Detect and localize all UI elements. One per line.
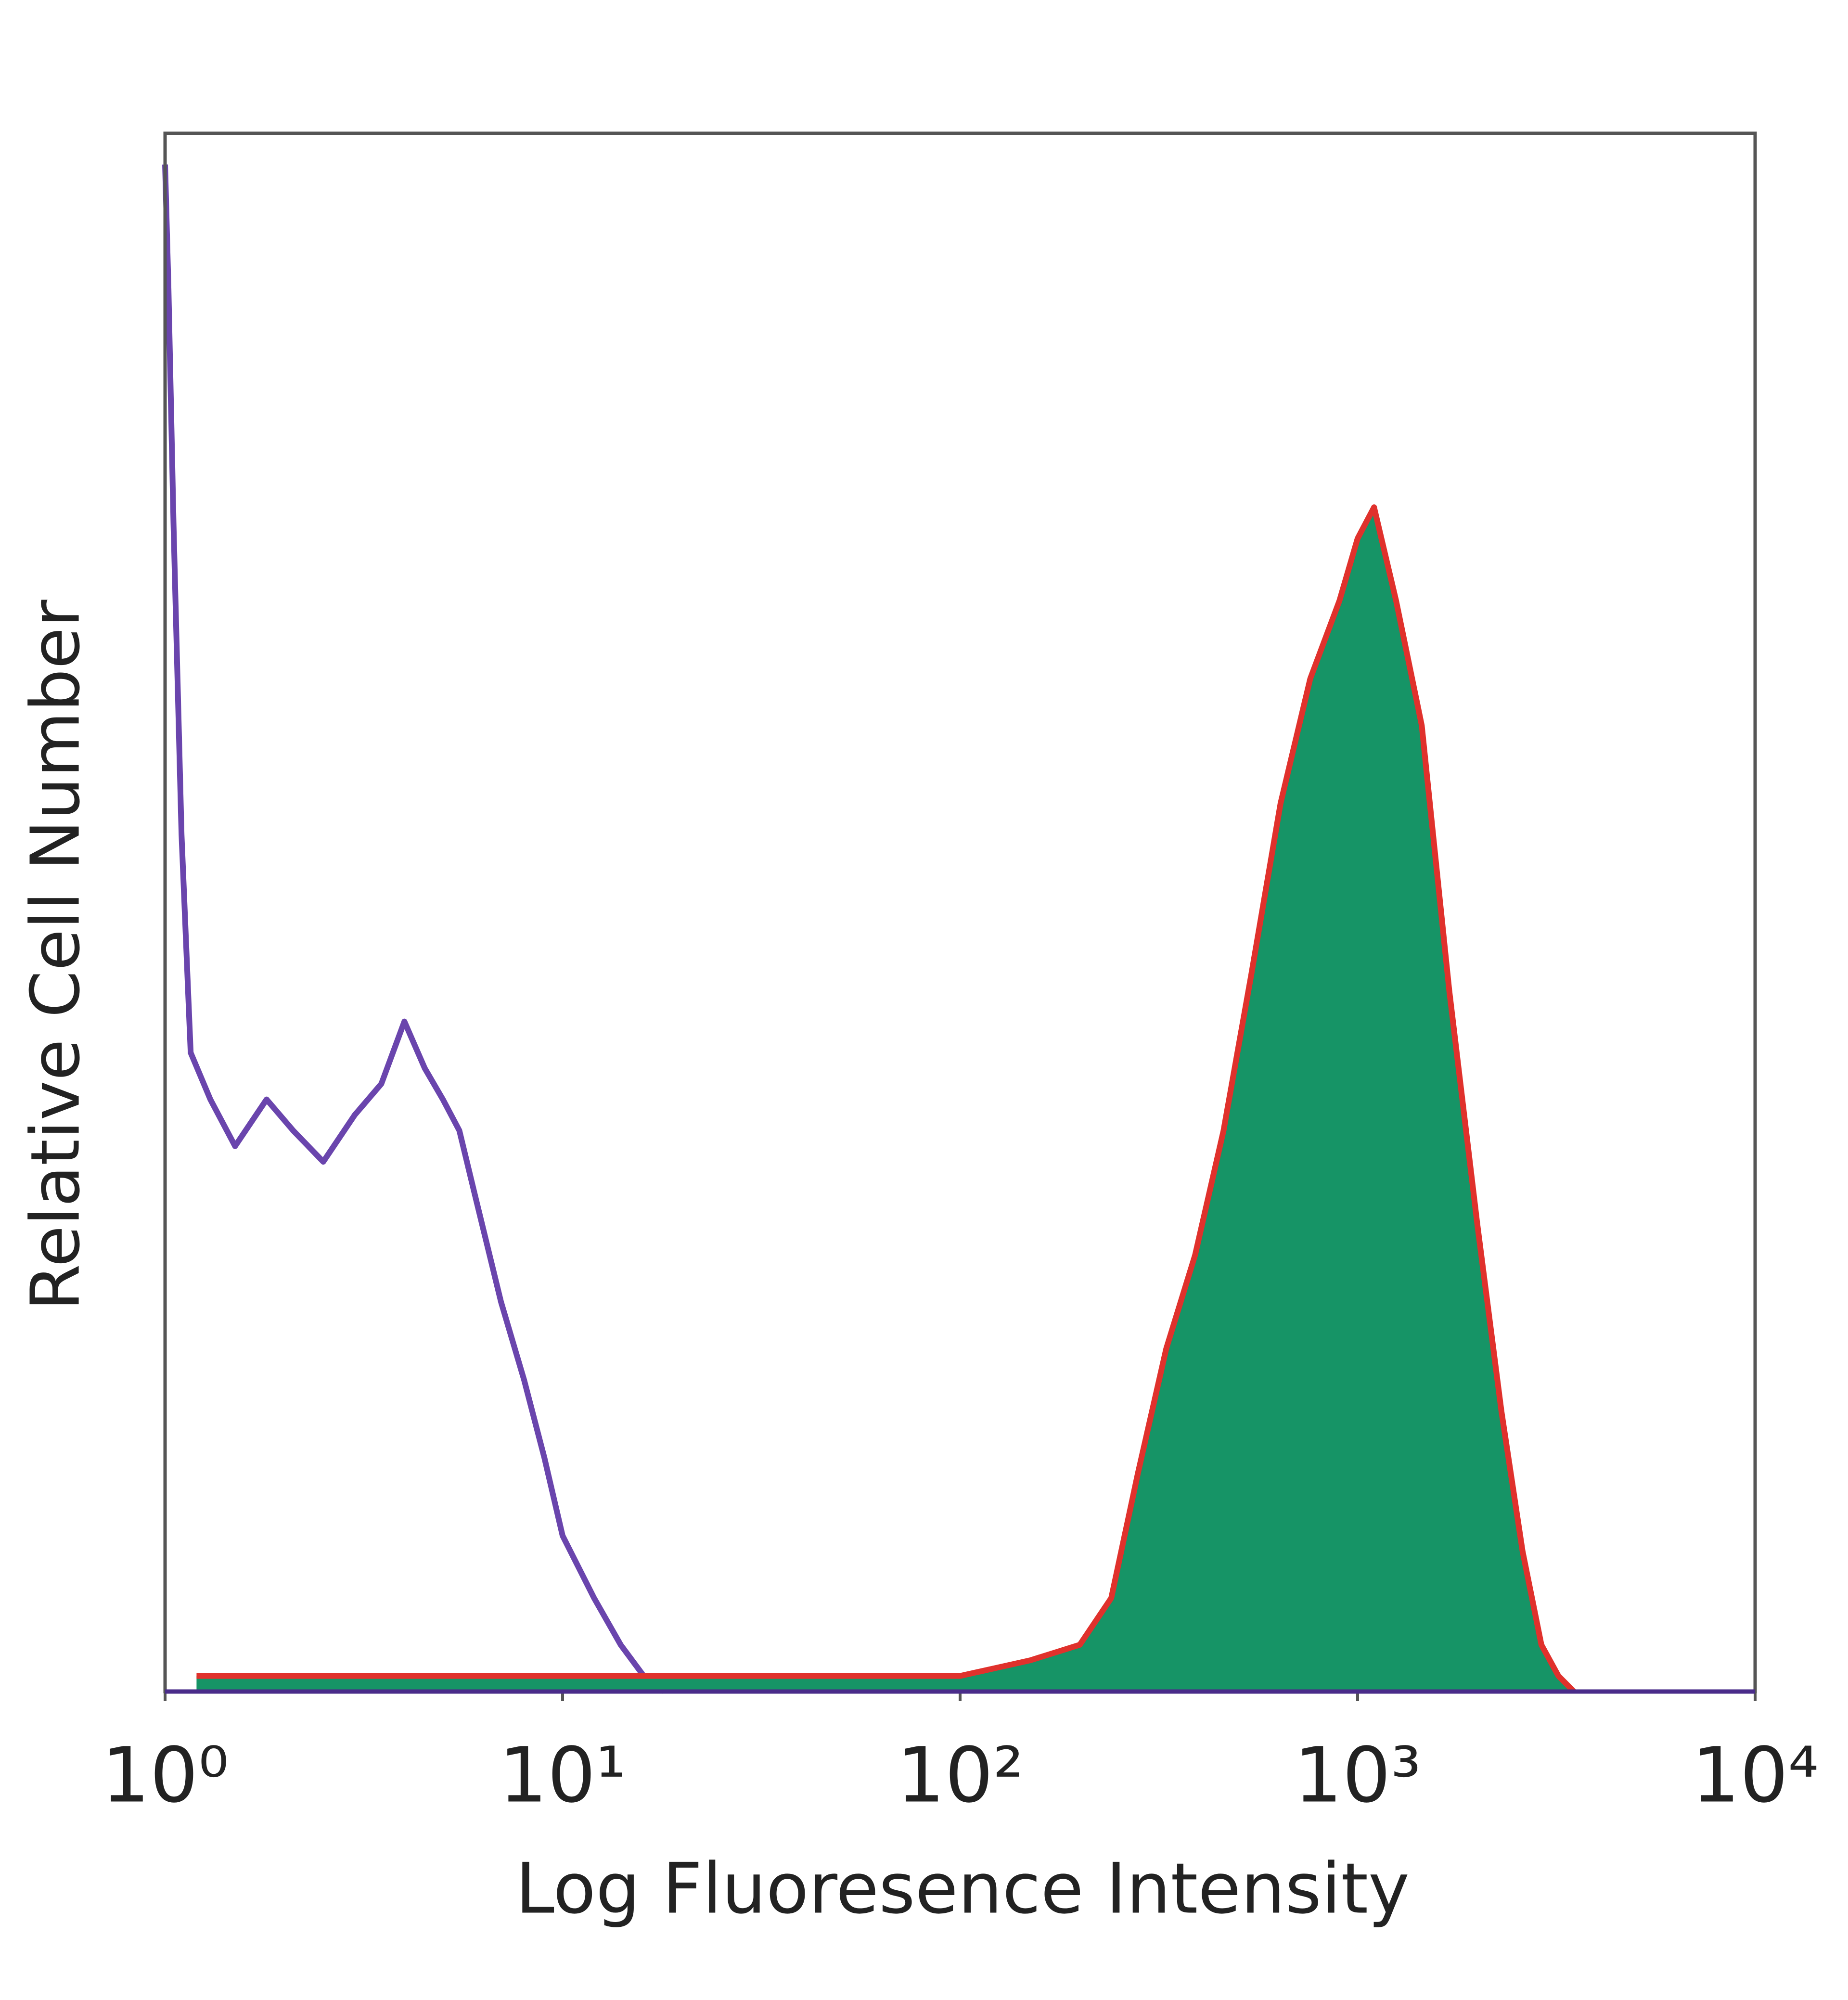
x-tick-label: 10⁰ — [102, 1731, 229, 1820]
histogram-area — [196, 507, 1574, 1692]
x-tick-label: 10³ — [1294, 1731, 1421, 1820]
x-tick-label: 10² — [897, 1731, 1024, 1820]
x-tick-label: 10¹ — [499, 1731, 626, 1820]
histogram-line — [196, 504, 1576, 1694]
y-axis-label: Relative Cell Number — [17, 600, 95, 1311]
plot-frame — [163, 131, 1757, 1693]
x-axis-label: Log Fluoresence Intensity — [515, 1848, 1410, 1930]
x-tick-label: 10⁴ — [1692, 1731, 1819, 1820]
histogram-line — [162, 164, 666, 1694]
